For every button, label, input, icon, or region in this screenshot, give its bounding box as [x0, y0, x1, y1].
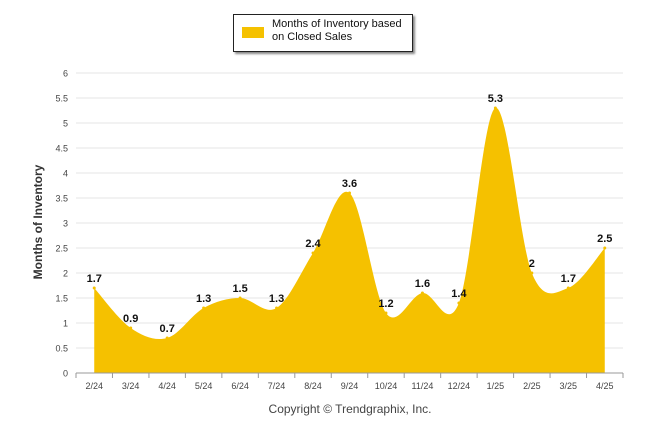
data-point — [311, 251, 315, 255]
data-point — [603, 246, 607, 250]
data-point — [384, 311, 388, 315]
area-fill — [94, 107, 605, 373]
x-tick-label: 1/25 — [487, 381, 505, 391]
data-label: 1.6 — [415, 278, 430, 290]
y-tick-label: 0.5 — [55, 344, 68, 354]
data-label: 2.4 — [305, 238, 321, 250]
x-tick-label: 4/24 — [158, 381, 176, 391]
data-label: 1.7 — [561, 273, 576, 285]
y-tick-label: 3.5 — [55, 194, 68, 204]
y-tick-label: 3 — [63, 219, 68, 229]
y-tick-label: 1 — [63, 319, 68, 329]
data-label: 2 — [529, 258, 535, 270]
data-point — [348, 191, 351, 195]
y-tick-label: 6 — [63, 69, 68, 79]
x-tick-label: 6/24 — [231, 381, 249, 391]
y-tick-label: 4 — [63, 169, 68, 179]
y-tick-label: 2.5 — [55, 244, 68, 254]
data-point — [420, 291, 424, 295]
x-tick-label: 2/24 — [85, 381, 103, 391]
data-point — [202, 306, 206, 310]
x-tick-label: 5/24 — [195, 381, 213, 391]
data-point — [92, 286, 96, 290]
data-point — [238, 296, 242, 300]
data-label: 5.3 — [488, 93, 503, 105]
data-point — [275, 306, 279, 310]
x-tick-label: 9/24 — [341, 381, 359, 391]
data-label: 1.5 — [232, 283, 247, 295]
x-tick-label: 3/25 — [560, 381, 578, 391]
axes: 0 0.5 1 1.5 2 2.5 3 3.5 4 4.5 5 5.5 6 2/24 3/24 4/24 5/2… — [55, 69, 624, 391]
x-tick-label: 12/24 — [448, 381, 471, 391]
data-point — [165, 336, 169, 340]
data-point — [129, 326, 133, 330]
data-label: 2.5 — [597, 233, 612, 245]
data-label: 1.4 — [451, 288, 467, 300]
legend-swatch — [242, 27, 264, 38]
copyright-footer: Copyright © Trendgraphix, Inc. — [268, 402, 432, 416]
y-axis-title: Months of Inventory — [31, 164, 45, 280]
x-tick-label: 4/25 — [596, 381, 614, 391]
data-label: 1.7 — [87, 273, 102, 285]
data-label: 1.3 — [269, 293, 284, 305]
x-tick-label: 7/24 — [268, 381, 286, 391]
data-point — [566, 286, 570, 290]
y-tick-label: 0 — [63, 369, 68, 379]
x-tick-label: 10/24 — [375, 381, 398, 391]
y-tick-label: 2 — [63, 269, 68, 279]
data-labels: 1.7 0.9 0.7 1.3 1.5 1.3 2.4 3.6 1.2 1.6 1.4 5.3 2 1.7… — [87, 93, 613, 335]
data-point — [493, 106, 497, 110]
data-label: 1.3 — [196, 293, 211, 305]
legend: Months of Inventory based on Closed Sale… — [233, 14, 413, 52]
data-label: 0.7 — [160, 323, 175, 335]
data-point — [530, 271, 534, 275]
data-label: 1.2 — [378, 298, 393, 310]
data-point — [457, 301, 461, 305]
y-tick-label: 4.5 — [55, 144, 68, 154]
legend-label: Months of Inventory based on Closed Sale… — [272, 18, 402, 43]
x-tick-label: 8/24 — [304, 381, 322, 391]
data-label: 3.6 — [342, 178, 357, 190]
x-tick-label: 2/25 — [523, 381, 541, 391]
x-tick-label: 11/24 — [412, 381, 434, 391]
data-label: 0.9 — [123, 313, 138, 325]
y-tick-label: 5 — [63, 119, 68, 129]
x-tick-label: 3/24 — [122, 381, 140, 391]
y-tick-label: 5.5 — [55, 94, 68, 104]
area-series — [92, 106, 607, 373]
y-tick-label: 1.5 — [55, 294, 68, 304]
